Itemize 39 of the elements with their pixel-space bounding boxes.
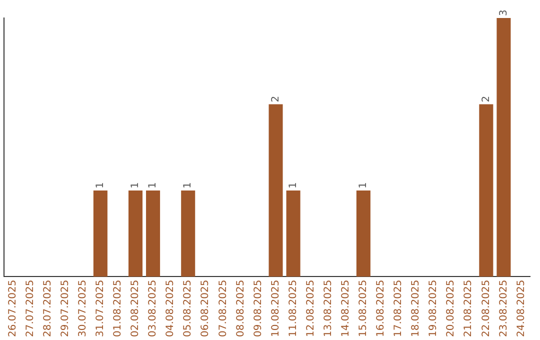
data-label: 1 xyxy=(358,182,370,188)
x-tick-label: 01.08.2025 xyxy=(112,280,124,338)
x-tick-label: 04.08.2025 xyxy=(165,280,176,338)
x-tick-label: 15.08.2025 xyxy=(358,280,370,338)
data-label: 1 xyxy=(182,182,194,188)
x-tick-label: 27.07.2025 xyxy=(24,280,36,338)
data-label: 1 xyxy=(288,182,299,188)
x-tick-label: 21.08.2025 xyxy=(463,280,474,338)
data-label: 1 xyxy=(148,182,159,188)
data-label: 3 xyxy=(498,10,510,16)
x-tick-label: 14.08.2025 xyxy=(340,280,352,338)
x-tick-label: 30.07.2025 xyxy=(77,280,88,338)
data-label: 1 xyxy=(130,182,142,188)
x-tick-label: 31.07.2025 xyxy=(95,280,106,338)
x-tick-label: 03.08.2025 xyxy=(148,280,159,338)
x-tick-label: 06.08.2025 xyxy=(200,280,212,338)
x-tick-label: 24.08.2025 xyxy=(516,280,527,338)
x-tick-label: 09.08.2025 xyxy=(252,280,264,338)
data-label: 2 xyxy=(480,96,492,102)
data-label: 2 xyxy=(270,96,282,102)
x-tick-label: 23.08.2025 xyxy=(498,280,510,338)
x-tick-label: 17.08.2025 xyxy=(393,280,404,338)
x-tick-label: 16.08.2025 xyxy=(376,280,387,338)
x-tick-label: 12.08.2025 xyxy=(305,280,316,338)
x-tick-label: 28.07.2025 xyxy=(42,280,54,338)
x-tick-label: 19.08.2025 xyxy=(428,280,440,338)
x-tick-label: 07.08.2025 xyxy=(218,280,229,338)
x-tick-label: 10.08.2025 xyxy=(270,280,282,338)
x-tick-label: 22.08.2025 xyxy=(480,280,492,338)
x-tick-label: 02.08.2025 xyxy=(130,280,142,338)
x-tick-label: 13.08.2025 xyxy=(322,280,334,338)
x-tick-label: 29.07.2025 xyxy=(60,280,71,338)
x-tick-label: 05.08.2025 xyxy=(182,280,194,338)
data-label: 1 xyxy=(95,182,106,188)
x-tick-label: 26.07.2025 xyxy=(7,280,18,338)
x-tick-label: 18.08.2025 xyxy=(410,280,422,338)
x-tick-label: 11.08.2025 xyxy=(288,280,299,338)
x-tick-label: 20.08.2025 xyxy=(446,280,457,338)
x-tick-label: 08.08.2025 xyxy=(235,280,246,338)
